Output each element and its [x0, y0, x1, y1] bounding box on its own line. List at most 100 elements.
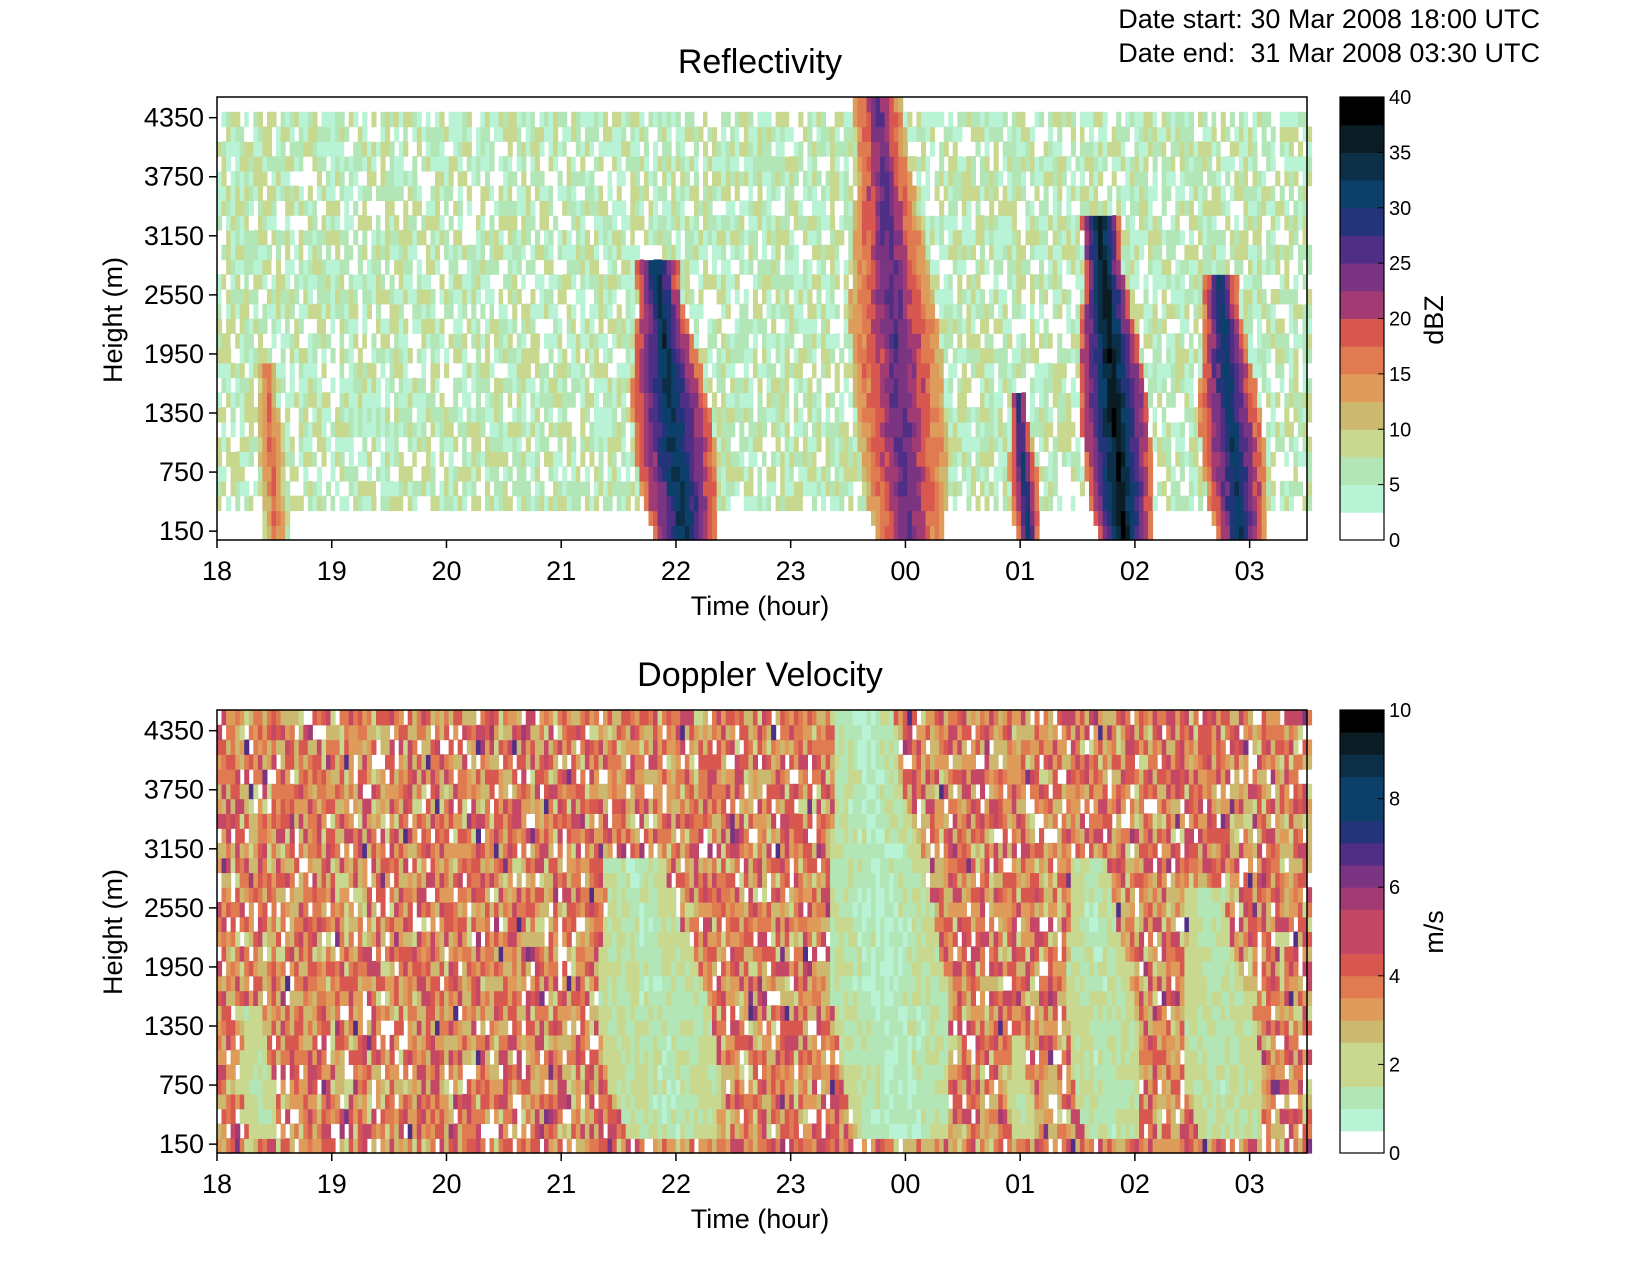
heatmap-cell — [789, 200, 795, 216]
heatmap-cell — [730, 170, 736, 187]
heatmap-cell — [952, 348, 958, 364]
heatmap-cell — [1070, 185, 1076, 201]
heatmap-cell — [598, 333, 604, 349]
heatmap-cell — [1270, 259, 1276, 275]
heatmap-cell — [1011, 244, 1017, 261]
heatmap-cell — [880, 466, 886, 482]
heatmap-cell — [866, 392, 872, 408]
heatmap-cell — [516, 362, 522, 379]
heatmap-cell — [798, 377, 804, 393]
heatmap-cell — [362, 480, 368, 497]
heatmap-cell — [707, 289, 713, 305]
heatmap-cell — [453, 244, 459, 261]
heatmap-cell — [1293, 436, 1299, 452]
heatmap-cell — [1025, 200, 1031, 216]
heatmap-cell — [1202, 333, 1208, 349]
heatmap-cell — [852, 466, 858, 482]
heatmap-cell — [1089, 377, 1095, 393]
heatmap-cell — [970, 348, 976, 364]
heatmap-cell — [871, 510, 877, 526]
heatmap-cell — [1207, 377, 1213, 393]
heatmap-cell — [721, 289, 727, 305]
heatmap-cell — [530, 495, 536, 512]
heatmap-cell — [866, 451, 872, 467]
heatmap-cell — [861, 480, 867, 497]
heatmap-cell — [871, 436, 877, 452]
heatmap-cell — [1052, 244, 1058, 261]
date-start: Date start: 30 Mar 2008 18:00 UTC — [1118, 4, 1540, 35]
heatmap-cell — [1030, 421, 1036, 438]
heatmap-cell — [766, 185, 772, 201]
heatmap-cell — [1229, 244, 1235, 261]
heatmap-cell — [930, 451, 936, 467]
heatmap-cell — [907, 274, 913, 290]
heatmap-cell — [916, 185, 922, 201]
heatmap-cell — [248, 348, 254, 364]
heatmap-cell — [366, 215, 372, 231]
heatmap-cell — [1089, 495, 1095, 512]
heatmap-cell — [226, 200, 232, 216]
heatmap-cell — [1039, 495, 1045, 512]
heatmap-cell — [335, 156, 341, 172]
heatmap-cell — [285, 259, 291, 275]
heatmap-cell — [848, 215, 854, 231]
heatmap-cell — [916, 215, 922, 231]
heatmap-cell — [584, 377, 590, 393]
heatmap-cell — [1225, 451, 1231, 467]
heatmap-cell — [1198, 289, 1204, 305]
heatmap-cell — [902, 451, 908, 467]
heatmap-cell — [939, 318, 945, 334]
heatmap-cell — [226, 436, 232, 452]
heatmap-cell — [516, 200, 522, 216]
heatmap-cell — [1170, 495, 1176, 512]
heatmap-cell — [1257, 333, 1263, 349]
heatmap-cell — [907, 244, 913, 261]
heatmap-cell — [880, 436, 886, 452]
heatmap-cell — [534, 421, 540, 438]
heatmap-cell — [852, 303, 858, 320]
heatmap-cell — [580, 259, 586, 275]
heatmap-cell — [1211, 480, 1217, 497]
heatmap-cell — [834, 495, 840, 512]
heatmap-cell — [376, 289, 382, 305]
heatmap-cell — [457, 495, 463, 512]
heatmap-cell — [248, 185, 254, 201]
heatmap-cell — [503, 215, 509, 231]
heatmap-cell — [1229, 466, 1235, 482]
heatmap-cell — [557, 244, 563, 261]
heatmap-cell — [494, 377, 500, 393]
heatmap-cell — [1084, 303, 1090, 320]
heatmap-cell — [339, 421, 345, 438]
heatmap-cell — [280, 510, 286, 526]
heatmap-cell — [475, 436, 481, 452]
heatmap-cell — [553, 407, 559, 423]
heatmap-cell — [521, 362, 527, 379]
heatmap-cell — [430, 289, 436, 305]
heatmap-cell — [1238, 466, 1244, 482]
heatmap-cell — [943, 185, 949, 201]
heatmap-cell — [893, 156, 899, 172]
heatmap-cell — [966, 289, 972, 305]
heatmap-cell — [621, 436, 627, 452]
heatmap-cell — [834, 480, 840, 497]
heatmap-cell — [743, 318, 749, 334]
heatmap-cell — [584, 244, 590, 261]
heatmap-cell — [485, 289, 491, 305]
heatmap-cell — [1175, 229, 1181, 246]
heatmap-cell — [807, 451, 813, 467]
heatmap-cell — [798, 274, 804, 290]
heatmap-cell — [1216, 466, 1222, 482]
heatmap-cell — [480, 185, 486, 201]
heatmap-cell — [698, 229, 704, 246]
heatmap-cell — [1297, 407, 1303, 423]
heatmap-cell — [721, 156, 727, 172]
heatmap-cell — [1066, 229, 1072, 246]
heatmap-cell — [303, 451, 309, 467]
heatmap-cell — [503, 333, 509, 349]
heatmap-cell — [298, 229, 304, 246]
heatmap-cell — [548, 333, 554, 349]
heatmap-cell — [743, 200, 749, 216]
heatmap-cell — [603, 274, 609, 290]
heatmap-cell — [1175, 480, 1181, 497]
heatmap-cell — [466, 289, 472, 305]
